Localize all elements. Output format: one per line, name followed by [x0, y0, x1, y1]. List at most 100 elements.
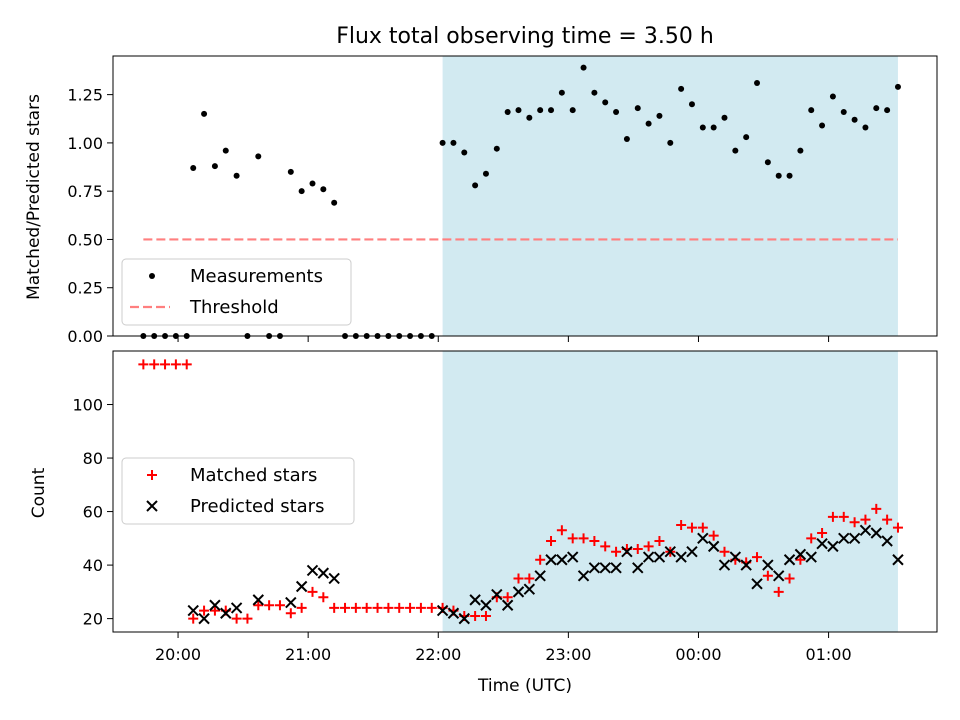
legend-label: Measurements [190, 266, 323, 287]
matched-star-point [361, 602, 372, 613]
matched-star-point [350, 602, 361, 613]
measurement-point [732, 147, 739, 154]
y-tick-label: 1.25 [67, 86, 103, 105]
measurement-point [537, 107, 544, 114]
matched-star-point [752, 552, 763, 563]
legend-label: Matched stars [190, 465, 317, 486]
measurement-point [613, 109, 620, 115]
x-tick-label: 23:00 [545, 645, 591, 664]
measurement-point [320, 186, 327, 193]
matched-star-point [188, 613, 199, 624]
predicted-star-point [870, 527, 882, 539]
y-tick-label: 100 [72, 396, 103, 415]
predicted-star-point [751, 578, 763, 590]
axes-frame [112, 55, 938, 337]
measurement-point [201, 110, 208, 117]
matched-star-point [632, 544, 643, 555]
predicted-star-point [740, 559, 752, 571]
measurement-point [775, 172, 782, 179]
matched-star-point [697, 522, 708, 533]
measurement-point [298, 188, 305, 195]
predicted-star-point [512, 586, 525, 598]
predicted-star-point [458, 612, 470, 625]
measurement-point [884, 107, 891, 114]
matched-star-point [181, 359, 192, 370]
predicted-star-point [859, 524, 872, 537]
matched-star-point [654, 536, 665, 547]
matched-star-point [567, 533, 578, 544]
matched-star-point [307, 586, 318, 597]
predicted-star-point [675, 551, 687, 563]
measurement-point [699, 124, 706, 131]
predicted-star-point [545, 554, 557, 566]
predicted-star-point [198, 612, 210, 625]
y-tick-label: 0.00 [67, 327, 103, 346]
matched-star-point [502, 592, 513, 603]
matched-star-point [643, 541, 654, 552]
predicted-star-point [588, 562, 601, 574]
y-tick-label: 0.75 [67, 182, 103, 201]
predicted-star-point [632, 562, 644, 574]
matched-star-point [838, 511, 849, 522]
predicted-star-point [285, 596, 297, 609]
matched-star-point [470, 610, 481, 621]
matched-star-point [160, 359, 171, 370]
predicted-star-point [805, 551, 817, 563]
observing-span [442, 56, 898, 336]
matched-star-point [253, 600, 264, 611]
measurement-point [710, 124, 717, 131]
matched-star-point [285, 608, 296, 619]
predicted-star-point [816, 537, 828, 550]
matched-star-point [372, 602, 383, 613]
matched-star-point [762, 570, 773, 581]
matched-star-point [329, 602, 340, 613]
matched-star-point [535, 554, 546, 565]
matched-star-point [383, 602, 394, 613]
predicted-star-point [252, 594, 264, 606]
matched-star-point [426, 602, 437, 613]
matched-star-point [676, 519, 687, 530]
y-tick-label: 1.00 [67, 134, 103, 153]
predicted-star-point [295, 580, 308, 593]
matched-star-point [231, 613, 242, 624]
measurement-point [851, 116, 858, 123]
legend [121, 258, 352, 326]
matched-star-point [578, 533, 589, 544]
matched-star-point [806, 533, 817, 544]
matched-star-point [882, 514, 893, 525]
matched-star-point [264, 600, 275, 611]
predicted-star-point [697, 532, 709, 545]
ratio-panel: 0.00 0.25 0.50 0.75 1.00 1.25 Measurements Thre… [67, 55, 938, 346]
measurement-point [287, 168, 294, 175]
predicted-star-point [534, 570, 546, 582]
predicted-star-point [642, 551, 655, 563]
matched-star-point [817, 527, 828, 538]
legend [121, 457, 355, 525]
matched-star-point [546, 536, 557, 547]
measurement-point [786, 172, 793, 179]
measurement-point [569, 107, 576, 114]
predicted-star-point [491, 588, 503, 601]
measurement-point [678, 85, 685, 92]
measurement-point [482, 170, 489, 177]
matched-star-point [686, 522, 697, 533]
predicted-star-point [230, 602, 243, 614]
predicted-star-point [881, 535, 893, 547]
measurement-point [894, 83, 901, 90]
y-tick-label: 20 [83, 610, 103, 629]
matched-star-point [138, 359, 149, 370]
measurement-point [331, 199, 338, 206]
measurement-point [515, 107, 522, 114]
predicted-star-point [480, 599, 492, 611]
predicted-star-point [772, 570, 785, 582]
measurement-point [309, 180, 316, 187]
measurement-point [602, 99, 609, 106]
x-tick-label: 01:00 [806, 645, 852, 664]
matched-star-point [849, 517, 860, 528]
predicted-star-point [794, 548, 807, 561]
measurement-point [819, 122, 826, 129]
measurement-point [634, 105, 641, 112]
measurement-point [222, 147, 229, 154]
legend-dot-swatch [149, 273, 155, 279]
